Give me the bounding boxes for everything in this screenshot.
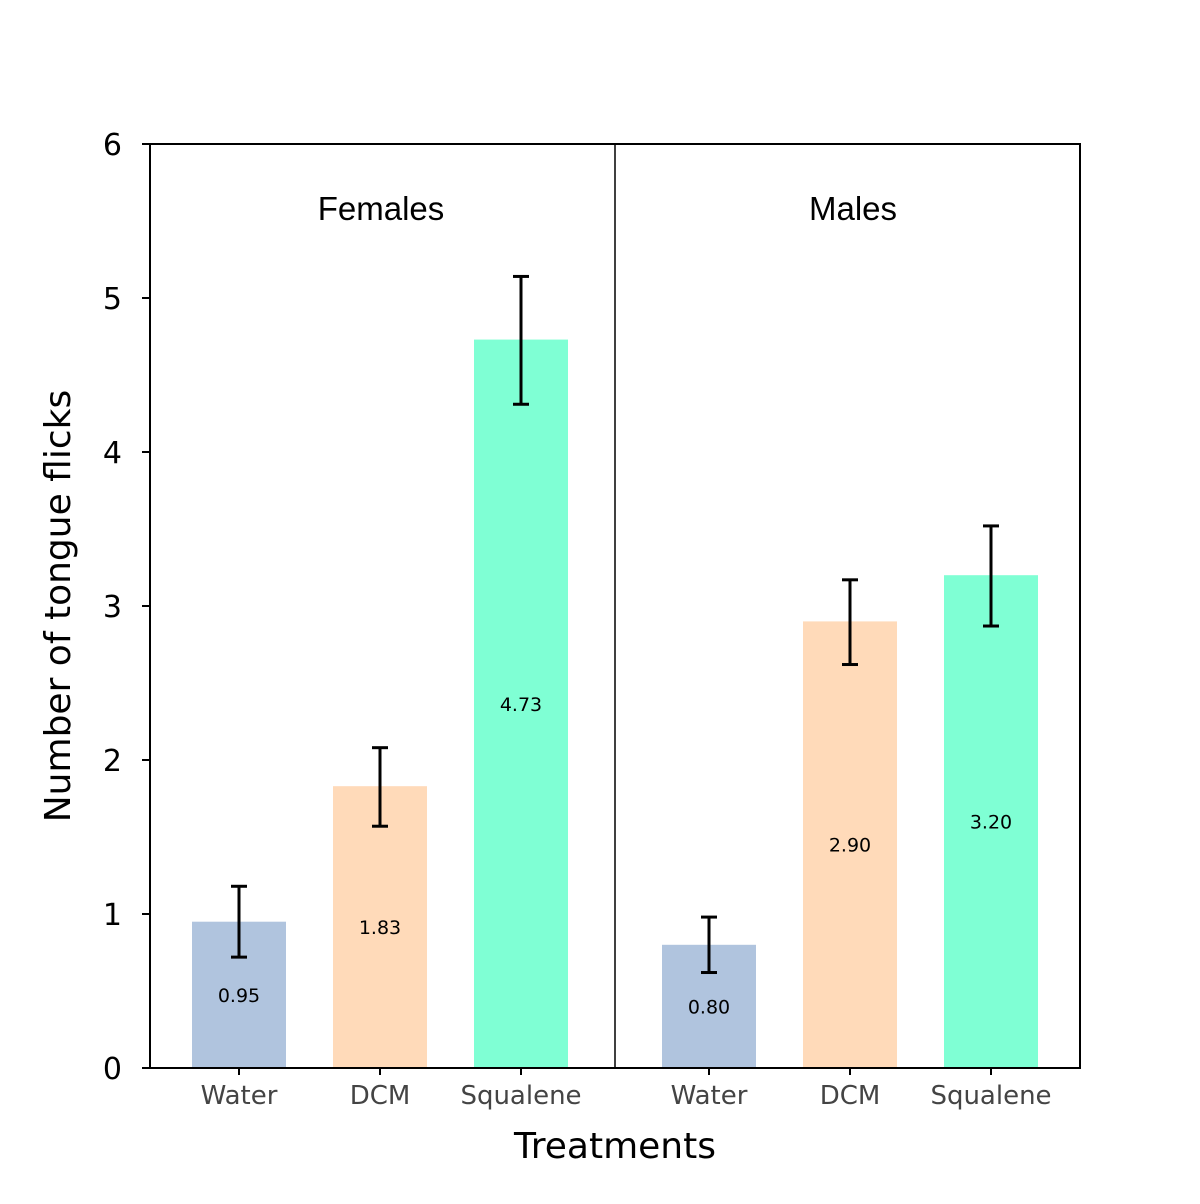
y-tick-label-3: 3 xyxy=(103,590,122,625)
data-label-females-squalene: 4.73 xyxy=(500,694,542,716)
y-tick-label-5: 5 xyxy=(103,282,122,317)
data-label-males-water: 0.80 xyxy=(688,996,730,1018)
y-tick-label-1: 1 xyxy=(103,898,122,933)
bar-males-dcm xyxy=(803,621,897,1068)
x-tick-label-females-squalene: Squalene xyxy=(460,1081,581,1111)
group-label-females: Females xyxy=(318,190,445,227)
error-bar-males-water xyxy=(701,915,717,975)
bar-males-squalene xyxy=(944,575,1038,1068)
y-tick-label-6: 6 xyxy=(103,128,122,163)
x-axis: Water DCM Squalene Water DCM Squalene xyxy=(201,1068,1052,1111)
x-tick-label-males-dcm: DCM xyxy=(820,1081,881,1111)
data-label-males-dcm: 2.90 xyxy=(829,835,871,857)
data-label-females-dcm: 1.83 xyxy=(359,917,401,939)
y-axis: 0 1 2 3 4 5 6 xyxy=(103,128,150,1087)
data-labels-layer: 0.95 1.83 4.73 0.80 2.90 3.20 xyxy=(218,694,1012,1019)
y-tick-label-2: 2 xyxy=(103,744,122,779)
bar-females-squalene xyxy=(474,339,568,1069)
x-tick-label-females-dcm: DCM xyxy=(350,1081,411,1111)
x-tick-label-males-squalene: Squalene xyxy=(930,1081,1051,1111)
data-label-males-squalene: 3.20 xyxy=(970,812,1012,834)
error-bar-females-squalene xyxy=(513,274,529,406)
error-bar-males-squalene xyxy=(983,524,999,628)
data-label-females-water: 0.95 xyxy=(218,985,260,1007)
x-tick-label-females-water: Water xyxy=(201,1081,278,1111)
y-axis-title: Number of tongue flicks xyxy=(38,390,79,823)
y-tick-label-4: 4 xyxy=(103,436,122,471)
error-bar-females-dcm xyxy=(372,746,388,828)
error-bar-males-dcm xyxy=(842,578,858,667)
error-bars-layer xyxy=(231,274,999,975)
group-label-males: Males xyxy=(809,190,897,227)
error-bar-females-water xyxy=(231,884,247,959)
group-labels: Females Males xyxy=(318,190,897,227)
bars-layer xyxy=(192,339,1038,1069)
x-axis-title: Treatments xyxy=(513,1126,716,1167)
y-tick-label-0: 0 xyxy=(103,1052,122,1087)
bar-females-dcm xyxy=(333,786,427,1068)
x-tick-label-males-water: Water xyxy=(671,1081,748,1111)
